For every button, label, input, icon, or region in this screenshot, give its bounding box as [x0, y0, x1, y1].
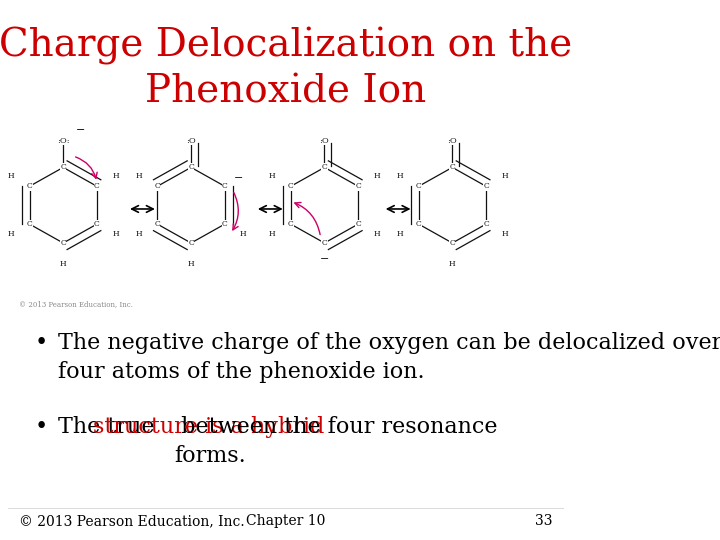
Text: H: H	[60, 260, 66, 268]
Text: C: C	[94, 183, 100, 190]
Text: structure is a hybrid: structure is a hybrid	[93, 416, 324, 438]
Text: Chapter 10: Chapter 10	[246, 514, 325, 528]
Text: −: −	[76, 125, 86, 134]
Text: C: C	[355, 183, 361, 190]
Text: H: H	[240, 231, 247, 239]
Text: H: H	[397, 172, 403, 180]
Text: :O: :O	[186, 137, 196, 145]
Text: H: H	[374, 172, 380, 180]
Text: :O: :O	[447, 137, 457, 145]
Text: C: C	[449, 164, 455, 171]
Text: :O:: :O:	[57, 137, 70, 145]
Text: C: C	[355, 220, 361, 228]
Text: H: H	[449, 260, 456, 268]
Text: C: C	[449, 239, 455, 247]
Text: C: C	[322, 164, 328, 171]
Text: C: C	[188, 164, 194, 171]
Text: :O: :O	[320, 137, 329, 145]
Text: H: H	[135, 231, 142, 239]
Text: C: C	[60, 239, 66, 247]
Text: H: H	[269, 231, 276, 239]
Text: •: •	[35, 332, 48, 354]
Text: −: −	[234, 173, 243, 184]
Text: C: C	[222, 183, 228, 190]
Text: Charge Delocalization on the
Phenoxide Ion: Charge Delocalization on the Phenoxide I…	[0, 27, 572, 111]
Text: C: C	[415, 220, 421, 228]
Text: H: H	[269, 172, 276, 180]
Text: C: C	[155, 220, 161, 228]
Text: −: −	[320, 254, 329, 264]
Text: C: C	[288, 220, 294, 228]
Text: H: H	[112, 172, 119, 180]
Text: © 2013 Pearson Education, Inc.: © 2013 Pearson Education, Inc.	[19, 514, 244, 528]
Text: C: C	[288, 183, 294, 190]
Text: H: H	[397, 231, 403, 239]
Text: The negative charge of the oxygen can be delocalized over
four atoms of the phen: The negative charge of the oxygen can be…	[58, 332, 720, 383]
Text: The true: The true	[58, 416, 161, 438]
Text: C: C	[483, 183, 489, 190]
Text: C: C	[483, 220, 489, 228]
Text: C: C	[27, 220, 32, 228]
Text: H: H	[112, 231, 119, 239]
Text: between the four resonance
forms.: between the four resonance forms.	[174, 416, 498, 467]
Text: H: H	[374, 231, 380, 239]
Text: H: H	[188, 260, 194, 268]
Text: H: H	[8, 231, 14, 239]
Text: C: C	[94, 220, 100, 228]
Text: C: C	[60, 164, 66, 171]
Text: •: •	[35, 416, 48, 438]
Text: C: C	[188, 239, 194, 247]
Text: H: H	[501, 231, 508, 239]
Text: H: H	[501, 172, 508, 180]
Text: C: C	[155, 183, 161, 190]
Text: C: C	[415, 183, 421, 190]
Text: © 2013 Pearson Education, Inc.: © 2013 Pearson Education, Inc.	[19, 300, 132, 308]
Text: C: C	[222, 220, 228, 228]
Text: H: H	[8, 172, 14, 180]
Text: H: H	[135, 172, 142, 180]
Text: 33: 33	[535, 514, 552, 528]
Text: C: C	[322, 239, 328, 247]
Text: C: C	[27, 183, 32, 190]
